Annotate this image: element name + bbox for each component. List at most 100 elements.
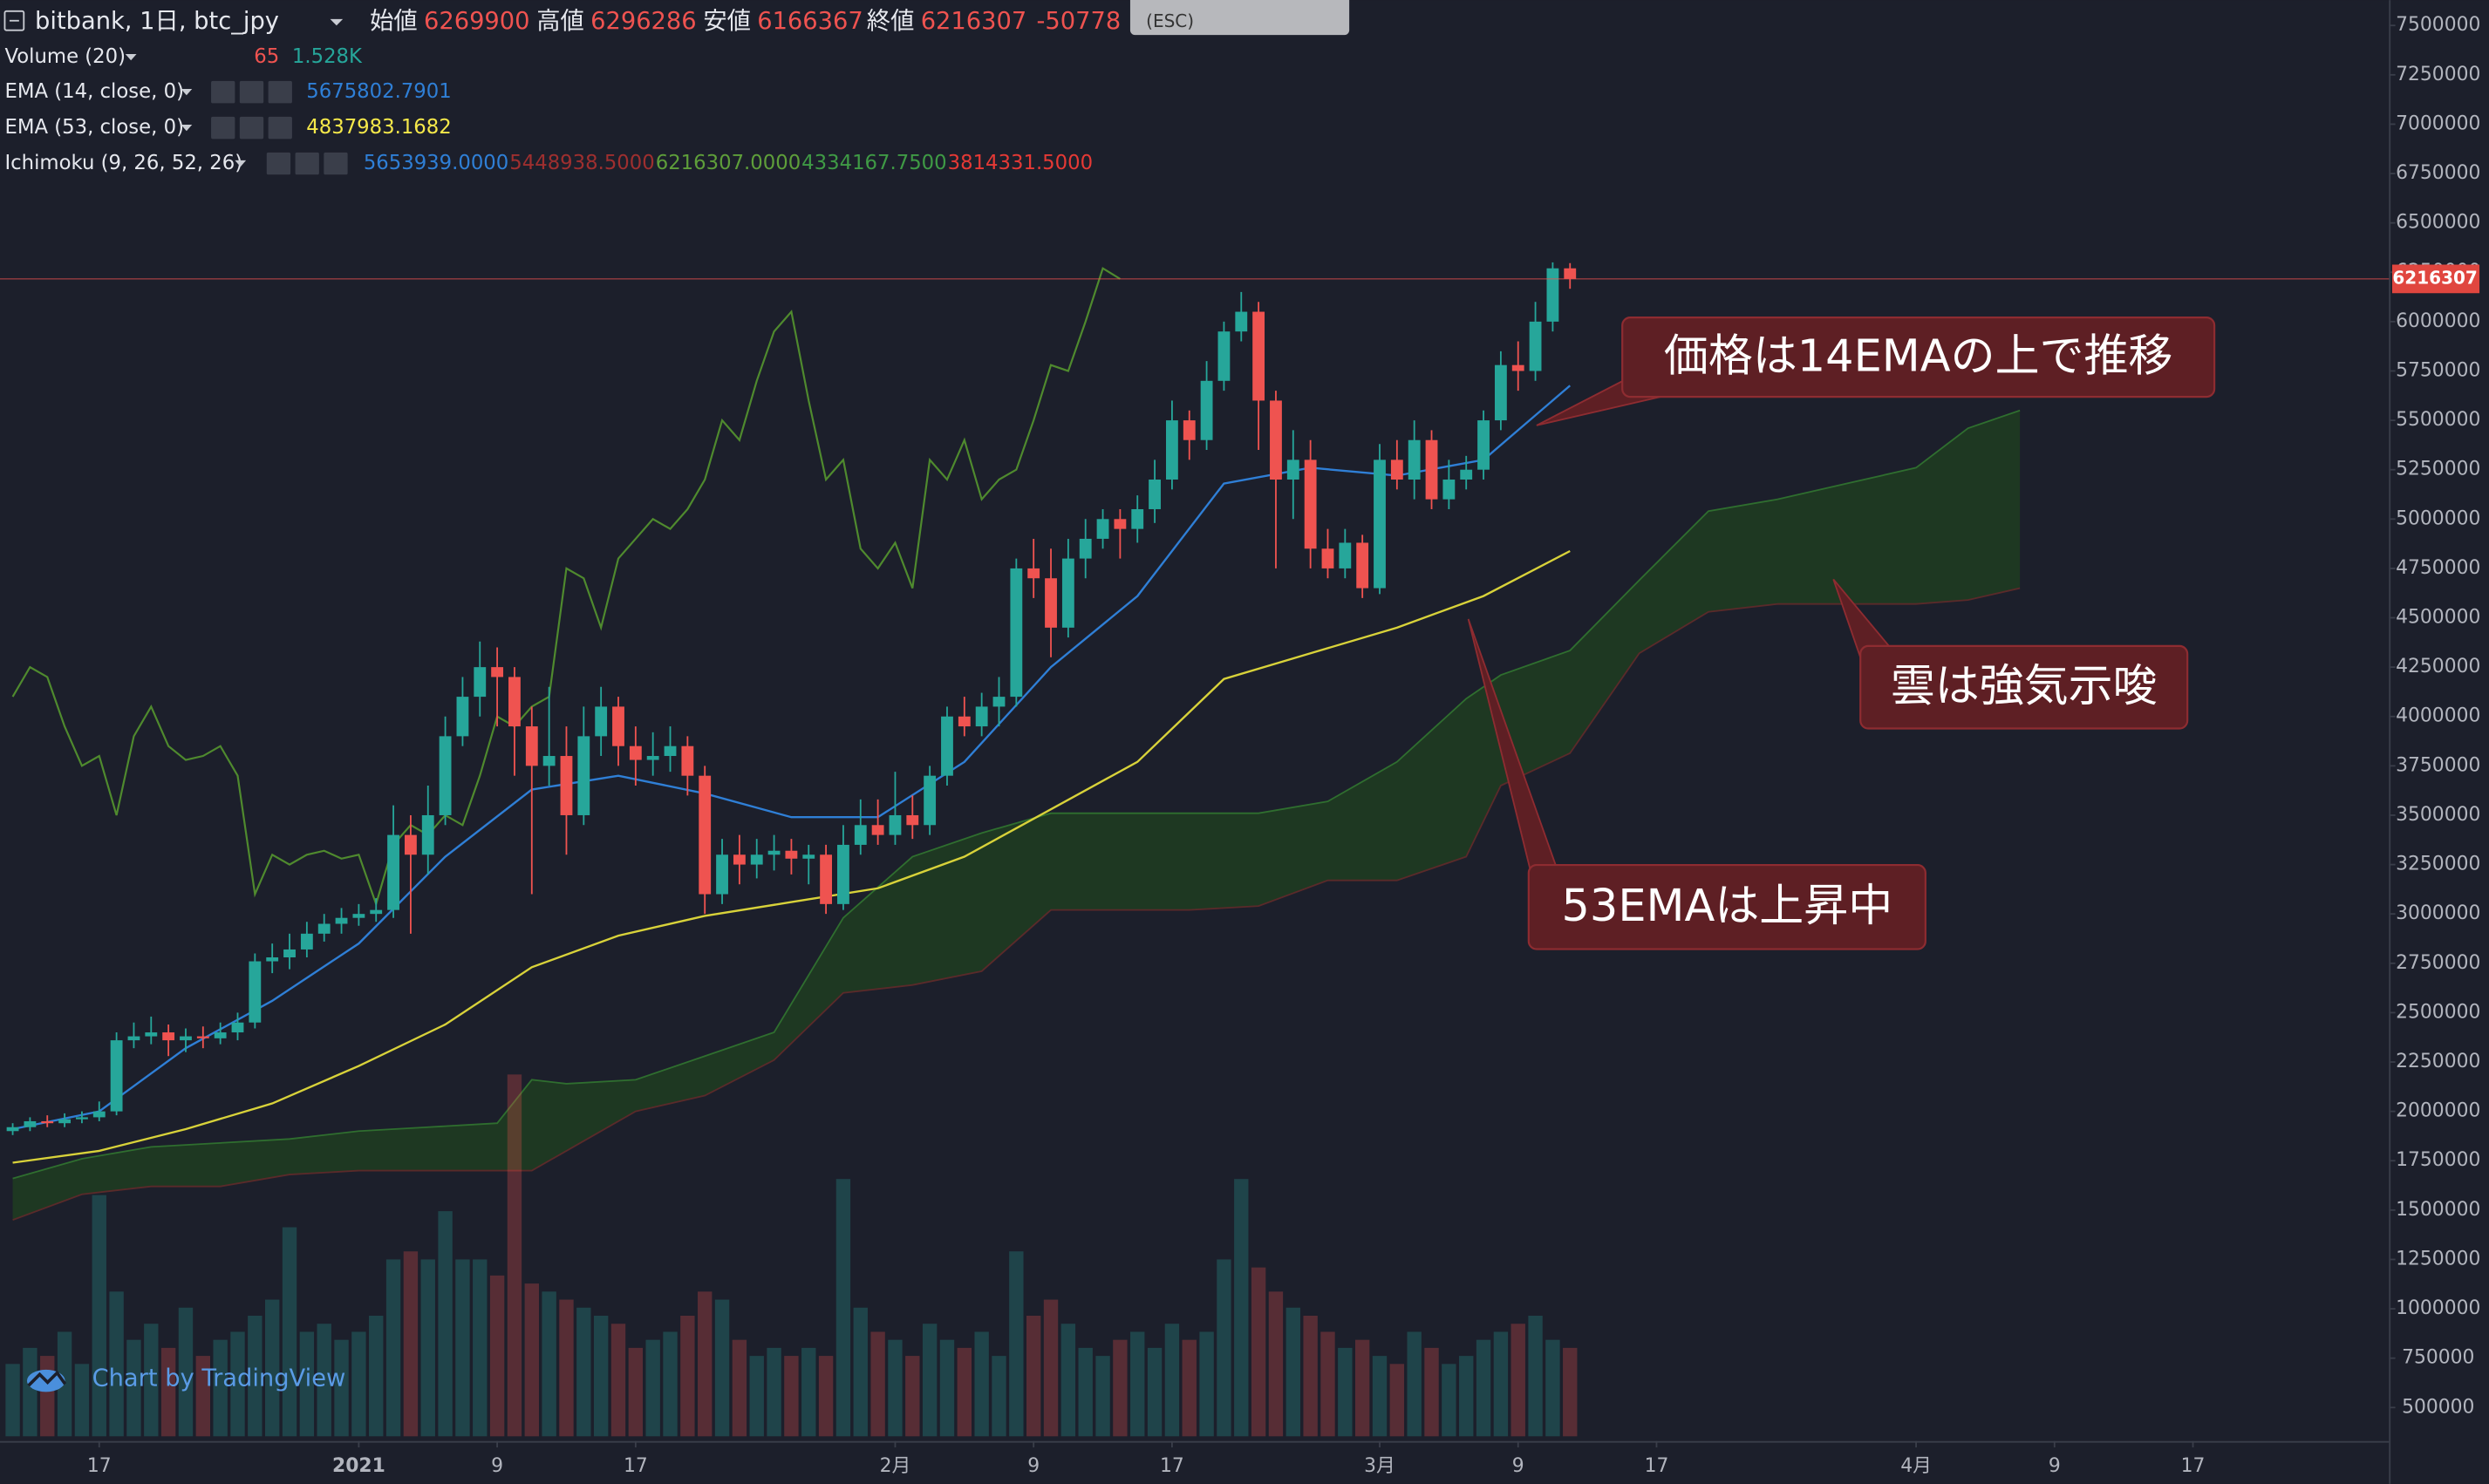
candle-body — [1425, 439, 1438, 500]
y-tick-label: 750000 — [2402, 1347, 2474, 1369]
volume-bar — [905, 1356, 920, 1437]
change-value: -50778 — [1037, 8, 1122, 35]
x-tick-label: 17 — [87, 1455, 112, 1477]
volume-bar — [144, 1324, 159, 1437]
candle-body — [802, 854, 815, 859]
x-tick-label: 17 — [624, 1455, 648, 1477]
collapse-icon[interactable] — [3, 10, 25, 31]
candle-body — [664, 745, 677, 757]
legend-icon[interactable] — [324, 152, 348, 175]
legend-caret — [181, 124, 193, 132]
volume-bar — [1493, 1331, 1509, 1437]
candle-body — [196, 1036, 209, 1038]
volume-bar — [473, 1259, 488, 1437]
candle-body — [681, 745, 694, 776]
candle-body — [941, 716, 953, 776]
y-tick-label: 6750000 — [2396, 162, 2480, 184]
volume-bar — [1285, 1307, 1300, 1437]
y-tick-label: 1750000 — [2396, 1149, 2480, 1171]
volume-bar — [767, 1347, 781, 1437]
ema-line — [12, 549, 1571, 1164]
ichimoku-legend-value: 5653939.0000 — [364, 152, 508, 174]
volume-bar — [698, 1291, 713, 1437]
ichimoku-legend-value: 4334167.7500 — [801, 152, 946, 174]
legend-icon[interactable] — [211, 116, 235, 140]
candle-body — [699, 775, 712, 895]
volume-bar — [870, 1331, 885, 1437]
legend-icon[interactable] — [295, 152, 319, 175]
legend-icon[interactable] — [239, 116, 264, 140]
volume-bar — [1009, 1251, 1024, 1437]
legend-icon[interactable] — [239, 80, 264, 104]
indicator-label: EMA (14, close, 0) — [4, 80, 183, 103]
volume-bar — [1199, 1331, 1214, 1437]
volume-bar — [5, 1364, 20, 1437]
x-tick-label: 9 — [491, 1455, 503, 1477]
volume-bar — [922, 1324, 938, 1437]
indicator-label: Ichimoku (9, 26, 52, 26) — [4, 152, 242, 174]
ohlc-label: 終値 — [867, 8, 915, 35]
candle-body — [231, 1022, 244, 1033]
candle-body — [1217, 331, 1231, 381]
candle-body — [1494, 364, 1507, 421]
volume-bar — [645, 1339, 660, 1437]
y-tick-label: 7500000 — [2396, 14, 2480, 36]
volume-bar — [992, 1356, 1006, 1437]
candle-body — [1183, 420, 1196, 440]
legend-icon[interactable] — [268, 116, 292, 140]
volume-bar — [109, 1291, 124, 1437]
y-tick-label: 2000000 — [2396, 1100, 2480, 1122]
candle-body — [1408, 439, 1421, 480]
candle-body — [1027, 568, 1040, 579]
candle-body — [992, 697, 1006, 707]
volume-bar — [801, 1347, 816, 1437]
volume-bar — [317, 1324, 331, 1437]
volume-bar — [1130, 1331, 1145, 1437]
watermark[interactable]: Chart by TradingView — [92, 1365, 346, 1392]
candle-body — [1235, 311, 1248, 332]
candle-body — [785, 850, 798, 859]
volume-bar — [576, 1307, 591, 1437]
watermark-logo — [26, 1369, 67, 1392]
volume-bar — [680, 1315, 695, 1437]
current-price-label: 6216307 — [2392, 267, 2478, 288]
candle-body — [1546, 268, 1559, 322]
volume-bar — [438, 1211, 453, 1437]
y-tick-label: 2250000 — [2396, 1051, 2480, 1072]
legend-icon[interactable] — [268, 80, 292, 104]
legend-icon[interactable] — [211, 80, 235, 104]
volume-bar — [749, 1356, 764, 1437]
volume-bar — [1545, 1339, 1560, 1437]
candle-body — [110, 1040, 123, 1112]
y-tick-label: 500000 — [2402, 1396, 2474, 1418]
x-tick-label: 2月 — [880, 1455, 911, 1477]
ema-legend-value: 4837983.1682 — [306, 116, 451, 139]
candle-body — [491, 667, 504, 677]
candle-body — [1252, 311, 1265, 401]
legend-icon[interactable] — [266, 152, 291, 175]
y-tick-label: 3500000 — [2396, 804, 2480, 826]
y-tick-label: 4000000 — [2396, 705, 2480, 727]
y-tick-label: 5500000 — [2396, 409, 2480, 431]
y-tick-label: 4250000 — [2396, 656, 2480, 677]
candle-body — [767, 850, 781, 855]
candle-body — [958, 716, 971, 727]
volume-bar — [1095, 1356, 1110, 1437]
candle-body — [456, 697, 469, 737]
legend-layer: (ESC) bitbank, 1日, btc_jpy 始値 6269900 高値 629… — [3, 0, 1350, 175]
candle-body — [335, 917, 348, 924]
candle-body — [387, 834, 399, 910]
volume-bar — [1078, 1347, 1093, 1437]
candle-body — [1131, 508, 1144, 529]
candle-body — [162, 1032, 175, 1041]
candle-body — [352, 914, 365, 918]
volume-bar — [1164, 1324, 1180, 1437]
volume-bar — [420, 1259, 435, 1437]
candle-body — [1010, 568, 1023, 698]
volume-bar — [1268, 1291, 1284, 1437]
y-tick-label: 6000000 — [2396, 310, 2480, 332]
y-tick-label: 5250000 — [2396, 459, 2480, 480]
volume-bar — [178, 1307, 194, 1437]
